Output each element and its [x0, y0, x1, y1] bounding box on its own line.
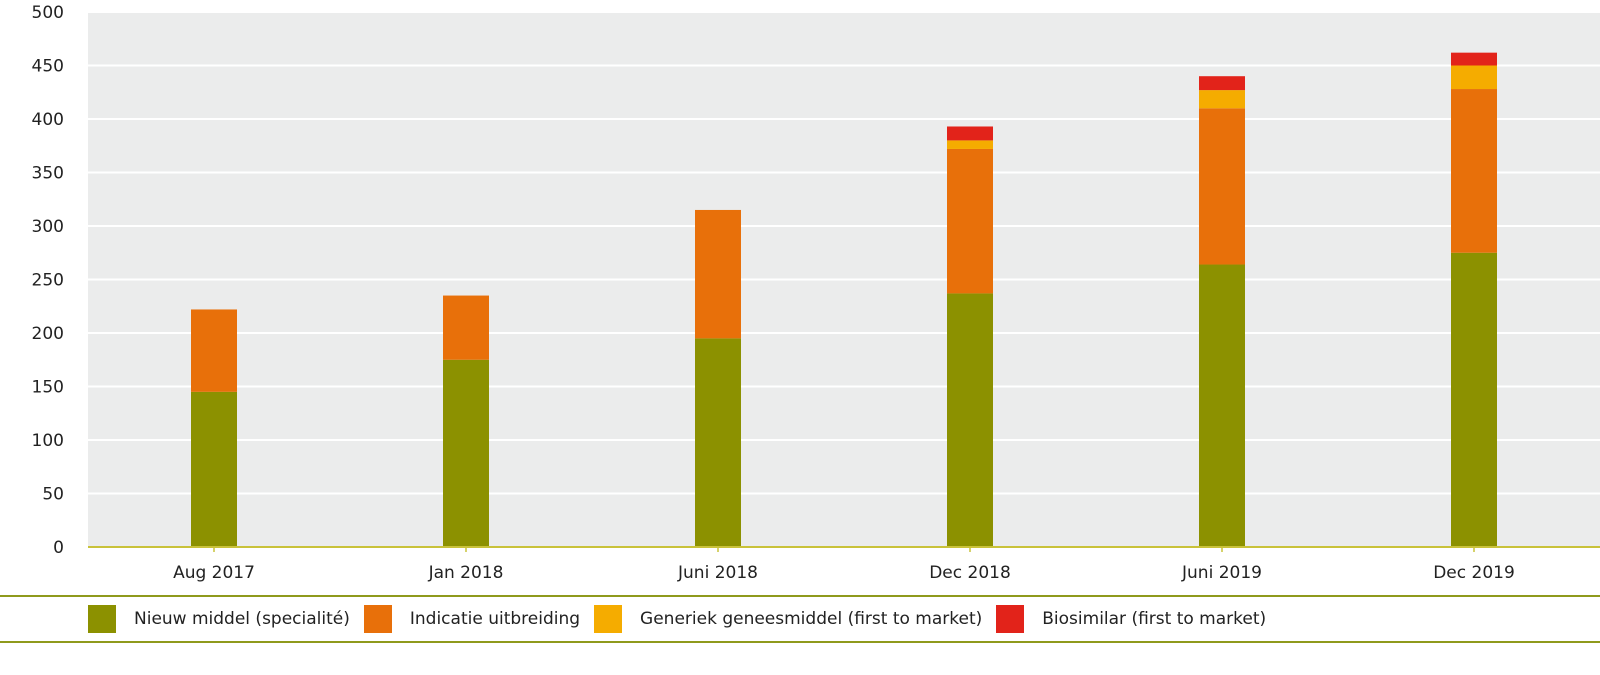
bar-segment-indicatie: [1451, 89, 1497, 253]
bar-segment-generiek: [947, 140, 993, 149]
stacked-bar-chart: 0 50 100 150 200 250 300 350 400 450 500 Aug 2017 J…: [32, 3, 1600, 583]
y-tick-label: 400: [32, 110, 64, 130]
legend-swatch: [88, 605, 116, 633]
bar-stack: [695, 209, 741, 547]
y-tick-label: 250: [32, 271, 64, 291]
bar-segment-indicatie: [1199, 108, 1245, 265]
x-tick-label: Jan 2018: [428, 563, 504, 583]
legend-swatch: [363, 605, 392, 633]
bar-segment-nieuw: [191, 391, 237, 547]
y-tick-label: 0: [53, 538, 64, 558]
legend-item-nieuw-middel: Nieuw middel (specialité): [88, 605, 350, 633]
y-axis-ticks: 0 50 100 150 200 250 300 350 400 450 500: [32, 3, 64, 558]
bar-segment-biosimilar: [1451, 52, 1497, 66]
bar-segment-nieuw: [443, 359, 489, 547]
legend-label: Indicatie uitbreiding: [409, 609, 581, 629]
x-tick-label: Aug 2017: [173, 563, 255, 583]
y-tick-label: 50: [42, 485, 64, 505]
bar-segment-nieuw: [947, 293, 993, 547]
legend-item-indicatie-uitbreiding: Indicatie uitbreiding: [363, 605, 581, 633]
bar-segment-generiek: [1199, 90, 1245, 109]
y-tick-label: 100: [32, 431, 64, 451]
bar-segment-nieuw: [1199, 264, 1245, 547]
y-tick-label: 300: [32, 217, 64, 237]
bar-segment-indicatie: [947, 148, 993, 294]
x-tick-label: Juni 2019: [1181, 563, 1262, 583]
x-tick-label: Dec 2019: [1433, 563, 1515, 583]
bar-segment-nieuw: [695, 338, 741, 547]
y-tick-label: 150: [32, 378, 64, 398]
x-axis-ticks: Aug 2017 Jan 2018 Juni 2018 Dec 2018 Juni 20…: [173, 547, 1515, 583]
bar-stack: [1199, 76, 1245, 547]
bar-segment-nieuw: [1451, 252, 1497, 547]
bar-segment-indicatie: [443, 295, 489, 360]
bar-segment-indicatie: [695, 209, 741, 339]
bar-segment-generiek: [1451, 65, 1497, 90]
gridlines: [88, 11, 1600, 495]
legend: Nieuw middel (specialité) Indicatie uitb…: [0, 595, 1600, 643]
legend-item-generiek-geneesmiddel: Generiek geneesmiddel (first to market): [594, 605, 982, 633]
bar-stack: [947, 126, 993, 547]
legend-item-biosimilar: Biosimilar (first to market): [996, 605, 1266, 633]
x-tick-label: Juni 2018: [677, 563, 758, 583]
y-tick-label: 350: [32, 164, 64, 184]
legend-swatch: [996, 605, 1025, 633]
bar-stack: [443, 295, 489, 547]
y-tick-label: 500: [32, 3, 64, 23]
bar-stack: [191, 309, 237, 547]
bars: [191, 52, 1497, 547]
bar-segment-indicatie: [191, 309, 237, 392]
y-tick-label: 450: [32, 57, 64, 77]
legend-label: Nieuw middel (specialité): [134, 609, 350, 629]
bar-segment-biosimilar: [1199, 76, 1245, 91]
legend-label: Biosimilar (first to market): [1042, 609, 1267, 629]
bar-segment-biosimilar: [947, 126, 993, 141]
legend-swatch: [594, 605, 623, 633]
legend-label: Generiek geneesmiddel (first to market): [640, 609, 983, 629]
x-tick-label: Dec 2018: [929, 563, 1011, 583]
bar-stack: [1451, 52, 1497, 547]
y-tick-label: 200: [32, 324, 64, 344]
